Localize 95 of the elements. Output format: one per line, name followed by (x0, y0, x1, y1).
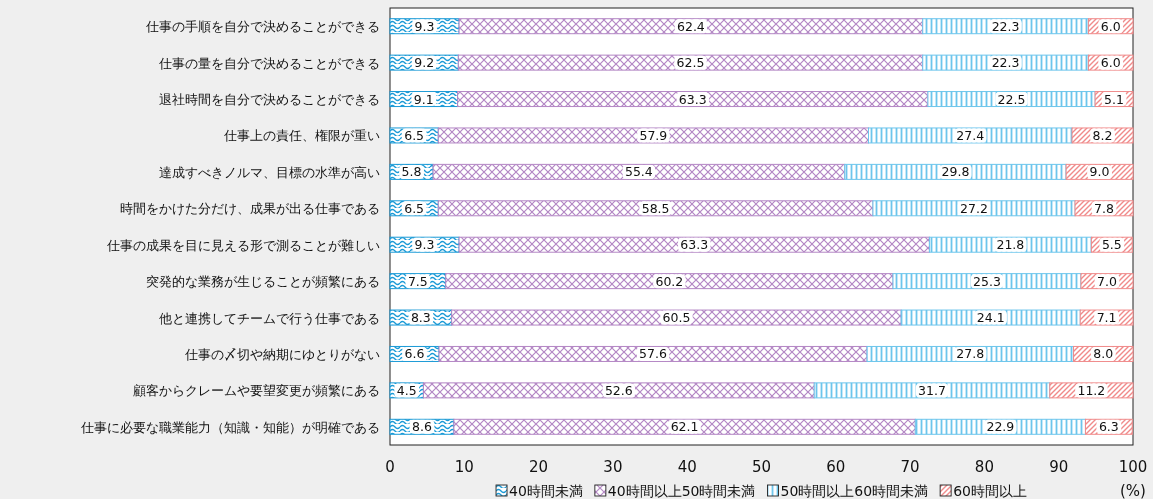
data-label: 21.8 (996, 237, 1025, 253)
bar (437, 127, 869, 144)
bar (445, 273, 894, 290)
bar (458, 18, 924, 35)
bar (844, 163, 1067, 180)
bar (437, 200, 874, 217)
bar (813, 382, 1051, 399)
x-tick-label: 10 (454, 458, 474, 476)
data-label: 24.1 (976, 310, 1005, 326)
data-label: 9.2 (414, 55, 435, 71)
data-label: 62.5 (676, 55, 705, 71)
data-label: 9.3 (414, 237, 435, 253)
data-label: 29.8 (941, 164, 970, 180)
y-tick-label: 退社時間を自分で決めることができる (159, 92, 380, 108)
y-tick-label: 顧客からクレームや要望変更が頻繁にある (133, 383, 380, 399)
data-label: 9.0 (1089, 164, 1110, 180)
data-label: 5.5 (1101, 237, 1122, 253)
bar (422, 382, 815, 399)
data-label: 7.8 (1094, 200, 1114, 216)
data-label: 4.5 (396, 382, 417, 398)
x-tick-label: 30 (603, 458, 623, 476)
y-tick-label: 仕事に必要な職業能力（知識・知能）が明確である (80, 419, 380, 435)
legend-label: 50時間以上60時間未満 (780, 483, 929, 499)
data-label: 8.6 (412, 419, 432, 435)
y-tick-label: 他と連携してチームで行う仕事である (159, 310, 380, 326)
x-tick-label: 50 (751, 458, 772, 476)
data-label: 60.2 (655, 273, 684, 289)
bar (458, 236, 930, 253)
data-label: 22.3 (991, 55, 1020, 71)
data-label: 6.5 (404, 127, 425, 143)
bar (872, 200, 1076, 217)
data-label: 5.1 (1104, 91, 1124, 107)
legend-label: 40時間未満 (509, 483, 583, 499)
data-label: 8.0 (1093, 346, 1114, 362)
data-label: 25.3 (973, 273, 1001, 289)
bar (922, 54, 1089, 71)
data-label: 6.5 (404, 200, 425, 216)
data-label: 63.3 (678, 91, 707, 107)
y-tick-label: 時間をかけた分だけ、成果が出る仕事である (120, 201, 380, 217)
data-label: 7.1 (1096, 310, 1117, 326)
x-tick-label: 60 (826, 458, 846, 476)
data-label: 22.9 (986, 419, 1015, 435)
x-tick-label: 20 (529, 458, 549, 476)
data-label: 6.3 (1098, 419, 1119, 435)
x-tick-label: 100 (1118, 458, 1148, 476)
data-label: 22.3 (991, 18, 1020, 34)
y-tick-label: 仕事の量を自分で決めることができる (158, 55, 380, 71)
data-label: 62.4 (676, 18, 705, 34)
data-label: 52.6 (604, 382, 633, 398)
data-label: 57.6 (639, 346, 667, 362)
data-label: 9.1 (413, 91, 434, 107)
legend-label: 40時間以上50時間未満 (607, 483, 756, 499)
data-label: 27.2 (960, 200, 988, 216)
data-label: 7.5 (407, 273, 428, 289)
y-tick-label: 仕事の成果を目に見える形で測ることが難しい (106, 237, 380, 253)
bar (457, 54, 924, 71)
x-tick-label: 90 (1049, 458, 1069, 476)
bar (451, 309, 902, 326)
x-axis-title: (%) (1120, 482, 1146, 499)
data-label: 6.0 (1100, 55, 1121, 71)
bar (453, 418, 916, 435)
bar (866, 345, 1075, 362)
bar (867, 127, 1073, 144)
y-tick-label: 突発的な業務が生じることが頻繁にある (146, 274, 380, 290)
data-label: 27.8 (956, 346, 985, 362)
data-label: 5.8 (401, 164, 422, 180)
data-label: 8.3 (410, 310, 431, 326)
data-label: 31.7 (918, 382, 946, 398)
data-label: 9.3 (414, 18, 435, 34)
data-label: 63.3 (680, 237, 709, 253)
data-label: 62.1 (670, 419, 699, 435)
data-label: 60.5 (662, 310, 691, 326)
data-label: 11.2 (1077, 382, 1106, 398)
y-tick-label: 仕事の手順を自分で決めることができる (145, 19, 380, 35)
bar (438, 345, 868, 362)
x-tick-label: 40 (677, 458, 697, 476)
bar (457, 91, 929, 108)
data-label: 58.5 (641, 200, 670, 216)
x-tick-label: 80 (974, 458, 994, 476)
y-tick-label: 仕事の〆切や納期にゆとりがない (184, 346, 380, 362)
data-label: 8.2 (1092, 127, 1113, 143)
data-label: 6.0 (1100, 18, 1121, 34)
y-tick-label: 仕事上の責任、権限が重い (223, 128, 380, 144)
data-label: 27.4 (956, 127, 985, 143)
data-label: 6.6 (404, 346, 425, 362)
y-tick-label: 達成すべきノルマ、目標の水準が高い (159, 164, 380, 180)
data-label: 57.9 (639, 127, 668, 143)
data-label: 22.5 (997, 91, 1026, 107)
legend-label: 60時間以上 (953, 483, 1027, 499)
x-tick-label: 0 (385, 458, 395, 476)
bar (432, 163, 846, 180)
bar (900, 309, 1081, 326)
x-tick-label: 70 (900, 458, 920, 476)
data-label: 55.4 (624, 164, 653, 180)
data-label: 7.0 (1097, 273, 1117, 289)
